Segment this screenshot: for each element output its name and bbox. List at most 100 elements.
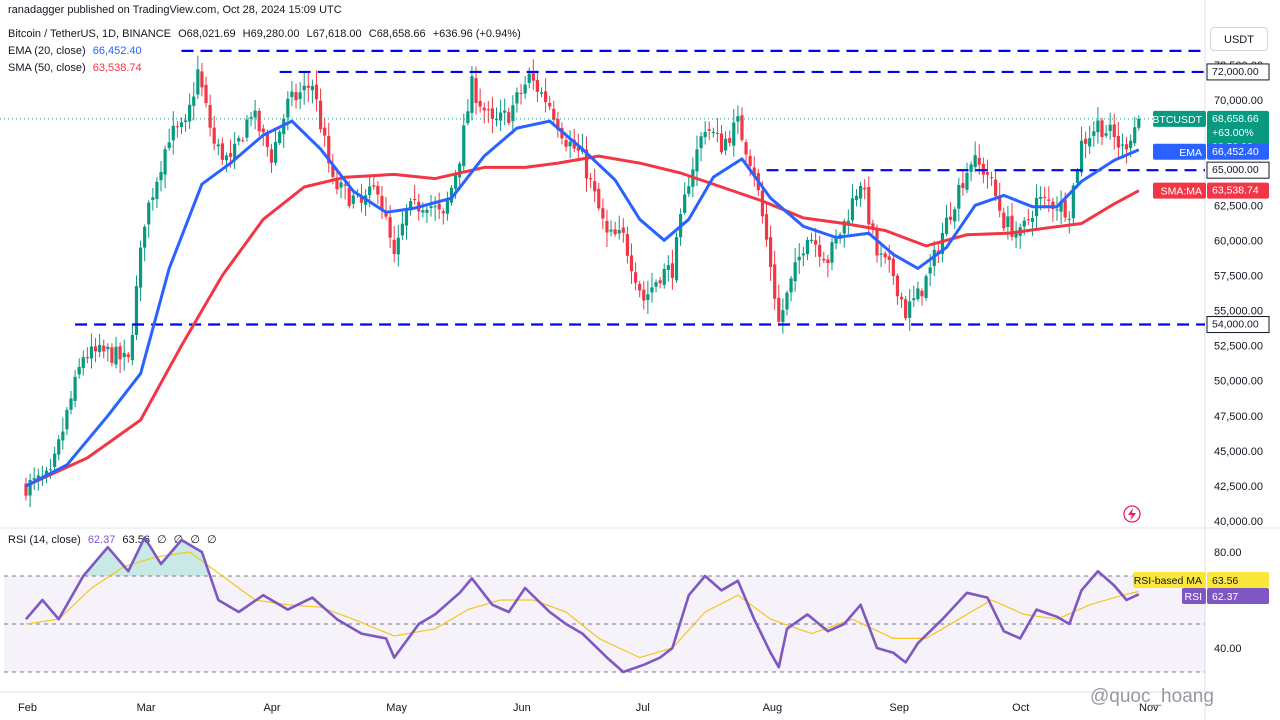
level-tag-65000[interactable]: 65,000.00 <box>1207 162 1269 179</box>
candle <box>1100 117 1104 146</box>
candle-body <box>703 131 707 138</box>
candle <box>380 186 384 220</box>
candle-body <box>846 220 850 224</box>
candle <box>57 435 61 461</box>
time-tick-label: Nov <box>1139 702 1159 714</box>
watermark: @quoc_hoang <box>1090 686 1214 707</box>
candle-body <box>298 92 302 99</box>
candle-body <box>265 134 269 147</box>
candle-body <box>138 247 143 288</box>
candle <box>621 218 625 243</box>
candle <box>724 131 728 156</box>
candle-body <box>396 237 400 255</box>
currency-button[interactable]: USDT <box>1210 27 1268 51</box>
candle-body <box>171 125 175 141</box>
time-axis[interactable]: Feb Mar Apr May Jun Jul Aug Sep Oct Nov <box>18 702 1159 714</box>
symbol-name[interactable]: Bitcoin / TetherUS, 1D, BINANCE <box>8 28 172 40</box>
candle-body <box>822 258 826 261</box>
candle-body <box>147 202 151 225</box>
candle-body <box>69 398 73 410</box>
level-tag-72000[interactable]: 72,000.00 <box>1207 63 1269 80</box>
level-tag-54000[interactable]: 54,000.00 <box>1207 316 1269 333</box>
candle <box>924 273 928 301</box>
candle-body <box>36 475 40 480</box>
candle <box>278 129 282 146</box>
sma-price-tag[interactable]: 63,538.74 SMA:MA <box>1153 182 1269 199</box>
price-tick-label: 60,000.00 <box>1214 235 1263 247</box>
candle <box>134 275 139 341</box>
close-value: 68,658.66 <box>376 28 426 40</box>
rsi-line[interactable] <box>25 536 1140 674</box>
candle-body <box>908 301 912 318</box>
candle-body <box>220 143 224 160</box>
candle-body <box>912 298 916 301</box>
candle-body <box>474 78 478 103</box>
candle-body <box>949 216 953 220</box>
price-tick-label: 47,500.00 <box>1214 411 1263 423</box>
candle-body <box>134 286 139 336</box>
candle <box>797 243 801 274</box>
btcusdt-price-tag-label-bg <box>1153 110 1206 127</box>
open-value: 68,021.69 <box>186 28 236 40</box>
candle-body <box>961 183 965 189</box>
candle <box>269 143 274 173</box>
candle <box>1124 136 1129 164</box>
candle-body <box>1100 120 1104 137</box>
candle-body <box>928 267 932 274</box>
ohlc-close: C68,658.66 <box>369 28 426 40</box>
candle <box>151 188 155 211</box>
candle <box>744 139 748 164</box>
rsi-pane[interactable]: 40.00 80.00 RSI-based MA 63.56 RSI 62.37 <box>4 536 1269 674</box>
candle-body <box>732 122 736 146</box>
ema-price-tag-text: 66,452.40 <box>1212 146 1259 158</box>
candle-body <box>73 376 77 401</box>
ema-line[interactable] <box>25 119 1140 488</box>
candle-body <box>572 139 576 149</box>
sma-price-tag-label: SMA:MA <box>1161 186 1202 198</box>
ema-legend-value: 66,452.40 <box>92 45 142 57</box>
candle <box>1108 112 1112 140</box>
candle <box>110 343 114 366</box>
candle <box>629 243 634 284</box>
candle <box>171 111 175 155</box>
candle <box>769 225 773 281</box>
lightning-icon[interactable] <box>1123 505 1141 523</box>
candle <box>543 78 548 113</box>
time-tick-label: Apr <box>263 702 280 714</box>
candle-body <box>1075 171 1080 184</box>
ema-legend[interactable]: EMA (20, close) 66,452.40 <box>8 45 146 57</box>
candle-body <box>629 255 634 272</box>
candle <box>327 122 331 173</box>
candle-body <box>458 163 462 178</box>
candle <box>617 215 621 240</box>
candle-body <box>65 409 69 430</box>
candle <box>891 251 895 285</box>
price-tick-label: 42,500.00 <box>1214 481 1263 493</box>
ema-price-tag[interactable]: 66,452.40 EMA <box>1153 143 1269 160</box>
candle <box>1116 121 1120 159</box>
candle-body <box>453 174 458 189</box>
sma-legend[interactable]: SMA (50, close) 63,538.74 <box>8 62 146 74</box>
candle-body <box>736 116 740 122</box>
candle-body <box>425 209 429 213</box>
price-axis[interactable]: 40,000.00 42,500.00 45,000.00 47,500.00 50,0… <box>1214 60 1263 528</box>
candle-body <box>53 453 57 467</box>
candle <box>728 130 732 147</box>
candle <box>1079 126 1084 177</box>
candle-body <box>1092 131 1096 136</box>
candle-body <box>887 256 891 261</box>
candle <box>625 226 630 264</box>
time-tick-label: Jul <box>636 702 650 714</box>
candle <box>683 182 687 216</box>
candle <box>478 88 482 113</box>
candle-body <box>707 129 711 131</box>
candle <box>552 100 556 127</box>
price-tick-label: 55,000.00 <box>1214 306 1263 318</box>
candle-body <box>584 149 589 179</box>
sma-line[interactable] <box>25 154 1140 488</box>
candle-body <box>273 142 278 163</box>
candle-body <box>601 208 605 219</box>
candle <box>155 177 159 209</box>
